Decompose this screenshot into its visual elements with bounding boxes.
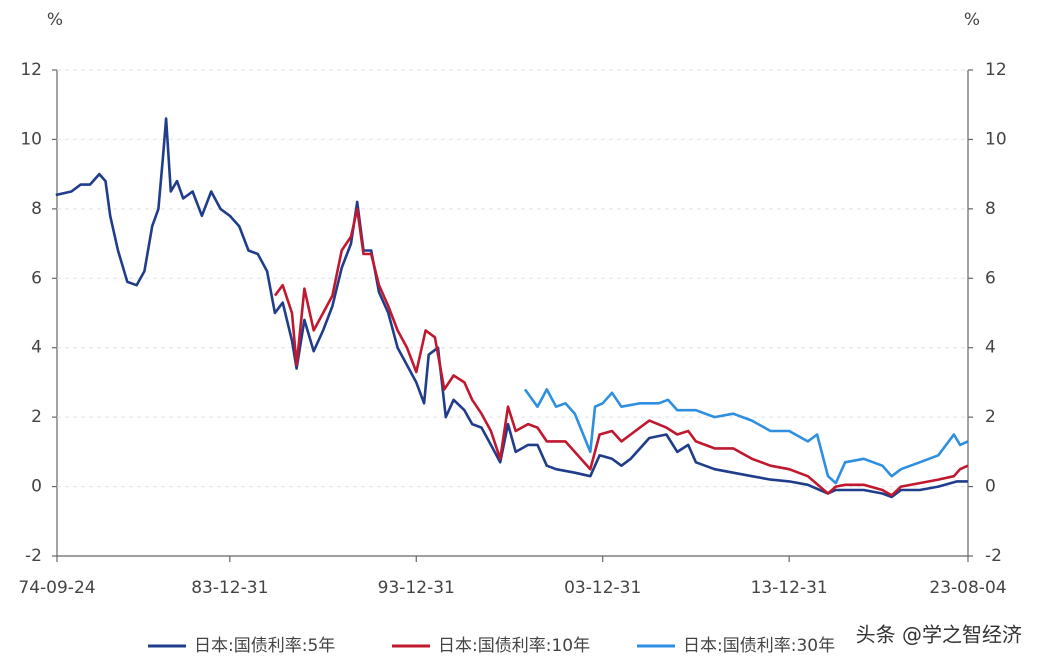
x-tick-label: 83-12-31 (191, 578, 268, 598)
x-tick-label: 13-12-31 (751, 578, 828, 598)
x-tick-label: 93-12-31 (378, 578, 455, 598)
y2-tick-label: 10 (985, 129, 1007, 149)
y2-tick-label: 8 (985, 199, 996, 219)
y2-tick-label: 0 (985, 477, 996, 497)
y-tick-label: 0 (31, 477, 42, 497)
line (273, 207, 969, 497)
y-tick-label: 12 (20, 60, 42, 80)
y-tick-label: 8 (31, 199, 42, 219)
y-tick-label: 4 (31, 338, 42, 358)
legend-label: 日本:国债利率:5年 (194, 636, 335, 656)
watermark: 头条 @学之智经济 (856, 623, 1022, 647)
y2-tick-label: 4 (985, 338, 996, 358)
y-tick-label: 10 (20, 129, 42, 149)
line (55, 117, 968, 499)
y-tick-label: 6 (31, 268, 42, 288)
legend-label: 日本:国债利率:10年 (438, 636, 590, 656)
y2-tick-label: 12 (985, 60, 1007, 80)
y2-tick-label: -2 (985, 546, 1002, 566)
y2-tick-label: 2 (985, 407, 996, 427)
x-tick-label: 03-12-31 (564, 578, 641, 598)
x-tick-label: 74-09-24 (18, 578, 95, 598)
x-tick-label: 23-08-04 (929, 578, 1006, 598)
line (523, 388, 969, 485)
y-tick-label: 2 (31, 407, 42, 427)
y2-axis-label: % (964, 10, 980, 30)
y-tick-label: -2 (25, 546, 42, 566)
y2-tick-label: 6 (985, 268, 996, 288)
y-axis-label: % (47, 10, 63, 30)
legend-label: 日本:国债利率:30年 (683, 636, 835, 656)
